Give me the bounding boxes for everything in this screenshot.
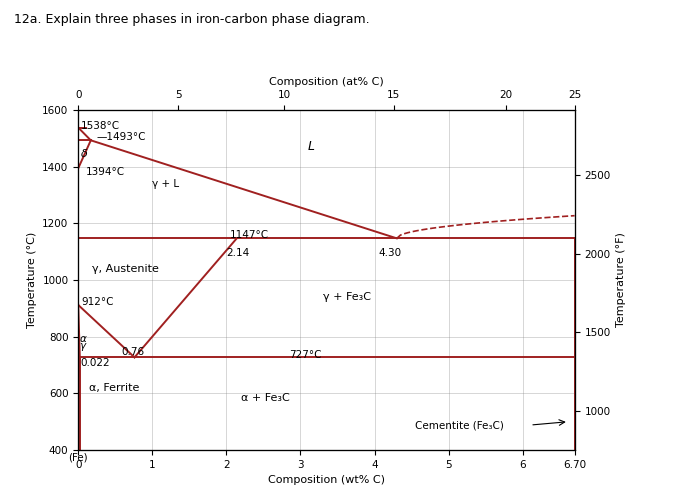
Y-axis label: Temperature (°F): Temperature (°F) xyxy=(616,232,626,328)
Text: —1493°C: —1493°C xyxy=(97,132,146,142)
X-axis label: Composition (at% C): Composition (at% C) xyxy=(269,76,384,86)
Text: (Fe): (Fe) xyxy=(69,453,88,463)
X-axis label: Composition (wt% C): Composition (wt% C) xyxy=(268,476,385,486)
Text: α + Fe₃C: α + Fe₃C xyxy=(241,392,290,402)
Text: 1147°C: 1147°C xyxy=(230,230,269,240)
Text: α: α xyxy=(80,334,86,344)
Text: γ: γ xyxy=(80,340,86,350)
Text: 4.30: 4.30 xyxy=(378,248,401,258)
Text: Cementite (Fe₃C): Cementite (Fe₃C) xyxy=(415,420,504,430)
Text: 0.022: 0.022 xyxy=(80,358,110,368)
Text: γ + Fe₃C: γ + Fe₃C xyxy=(323,292,371,302)
Text: γ, Austenite: γ, Austenite xyxy=(92,264,158,274)
Y-axis label: Temperature (°C): Temperature (°C) xyxy=(27,232,37,328)
Text: 912°C: 912°C xyxy=(81,297,114,307)
Text: 2.14: 2.14 xyxy=(226,248,250,258)
Text: δ: δ xyxy=(81,149,88,159)
Text: L: L xyxy=(308,140,315,153)
Text: 0.76: 0.76 xyxy=(121,348,144,357)
Text: α, Ferrite: α, Ferrite xyxy=(88,383,139,393)
Text: 727°C: 727°C xyxy=(290,350,322,360)
Text: γ + L: γ + L xyxy=(152,178,180,188)
Text: 12a. Explain three phases in iron-carbon phase diagram.: 12a. Explain three phases in iron-carbon… xyxy=(14,12,369,26)
Text: 1394°C: 1394°C xyxy=(86,167,124,177)
Text: 1538°C: 1538°C xyxy=(81,121,120,131)
